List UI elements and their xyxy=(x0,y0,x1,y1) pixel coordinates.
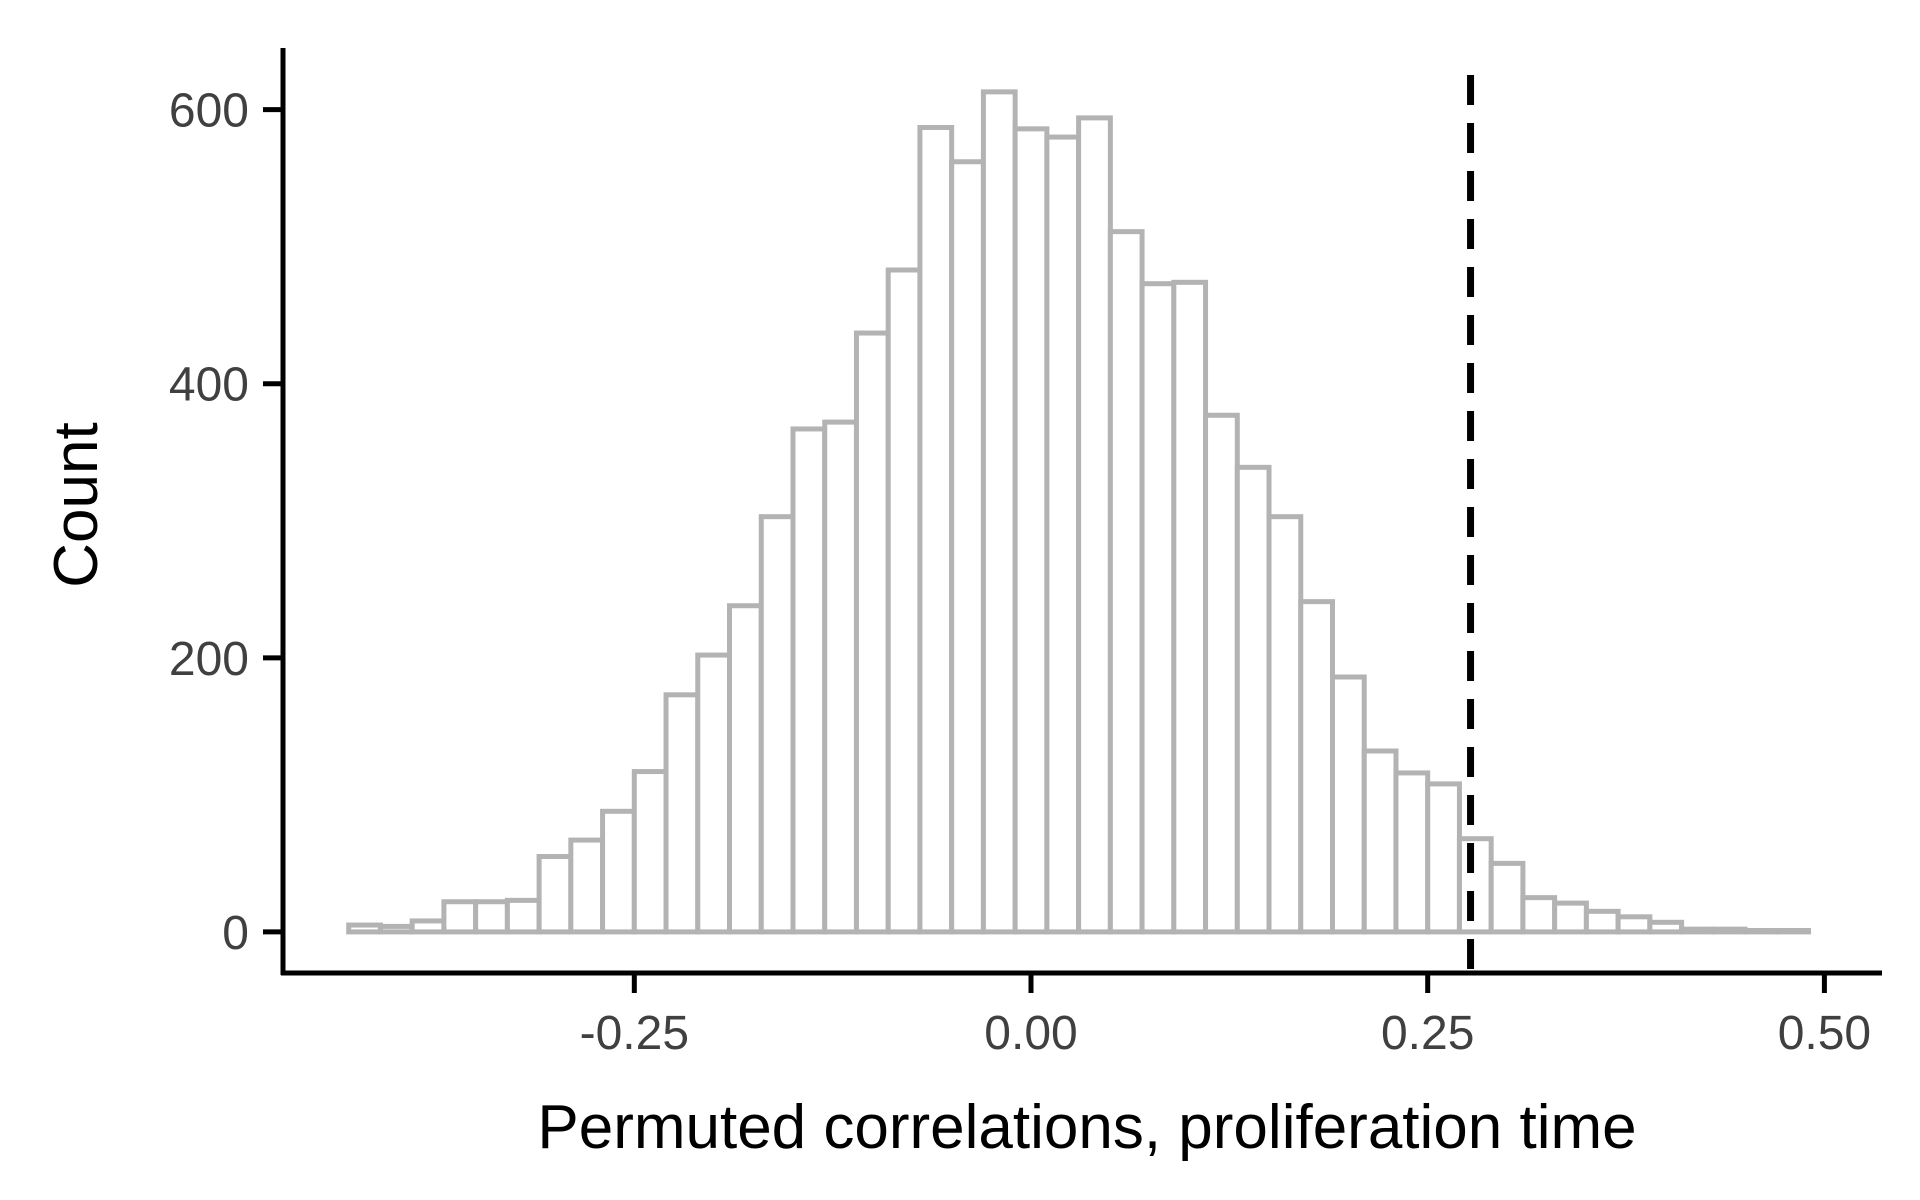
histogram-bar xyxy=(568,837,606,935)
histogram-bar xyxy=(1107,229,1145,935)
y-tick-label: 0 xyxy=(222,907,249,960)
histogram-bar xyxy=(822,419,859,935)
histogram-bar xyxy=(758,514,796,935)
y-tick-label: 600 xyxy=(169,85,249,138)
x-tick-label: 0.50 xyxy=(1778,1007,1871,1060)
histogram-bar xyxy=(663,692,701,935)
histogram-bar xyxy=(1203,412,1240,935)
x-tick-label: -0.25 xyxy=(580,1007,689,1060)
histogram-bar xyxy=(441,899,479,935)
histogram-bar xyxy=(346,922,383,935)
histogram-bar xyxy=(917,124,955,935)
histogram-bar xyxy=(790,426,828,935)
y-axis-title: Count xyxy=(42,422,111,587)
y-axis-ticks: 0 200 400 600 xyxy=(169,85,283,960)
histogram-bar xyxy=(1583,908,1621,935)
histogram-bar xyxy=(1552,900,1589,935)
histogram-bar xyxy=(1615,914,1653,935)
histogram-bar xyxy=(1488,860,1526,935)
histogram-bar xyxy=(409,918,447,935)
histogram-bar xyxy=(1298,599,1335,935)
histogram-bar xyxy=(1139,281,1177,935)
histogram-bar xyxy=(631,769,669,935)
histogram-bar xyxy=(949,159,986,935)
histogram-bars xyxy=(346,89,1812,935)
histogram-bar xyxy=(1774,928,1812,935)
y-tick-label: 400 xyxy=(169,359,249,412)
histogram-bar xyxy=(1266,514,1304,935)
x-axis-ticks: -0.25 0.00 0.25 0.50 xyxy=(580,973,1871,1060)
histogram-bar xyxy=(536,854,574,935)
histogram-bar xyxy=(473,899,510,935)
histogram-bar xyxy=(1012,126,1050,935)
histogram-bar xyxy=(1393,770,1431,935)
histogram-bar xyxy=(1742,928,1780,935)
histogram-bar xyxy=(1647,919,1685,935)
histogram-bar xyxy=(695,652,733,935)
histogram-bar xyxy=(504,897,542,935)
histogram-bar xyxy=(1171,279,1209,935)
histogram-bar xyxy=(1234,464,1272,935)
histogram-bar xyxy=(1710,926,1748,935)
x-axis-title: Permuted correlations, proliferation tim… xyxy=(537,1093,1636,1162)
x-tick-label: 0.00 xyxy=(984,1007,1077,1060)
histogram-bar xyxy=(600,808,637,935)
x-tick-label: 0.25 xyxy=(1381,1007,1474,1060)
histogram-bar xyxy=(885,267,923,935)
histogram-bar xyxy=(980,89,1018,935)
histogram-bar xyxy=(1329,674,1367,935)
histogram-bar xyxy=(377,923,415,935)
histogram-bar xyxy=(727,603,764,935)
histogram-bar xyxy=(1456,836,1494,935)
histogram-bar xyxy=(1520,895,1558,935)
histogram-bar xyxy=(853,330,891,935)
histogram-bar xyxy=(1044,134,1082,935)
y-tick-label: 200 xyxy=(169,633,249,686)
histogram-bar xyxy=(1425,781,1462,935)
histogram-bar xyxy=(1679,926,1716,935)
histogram-bar xyxy=(1361,748,1399,935)
histogram-bar xyxy=(1076,115,1113,935)
